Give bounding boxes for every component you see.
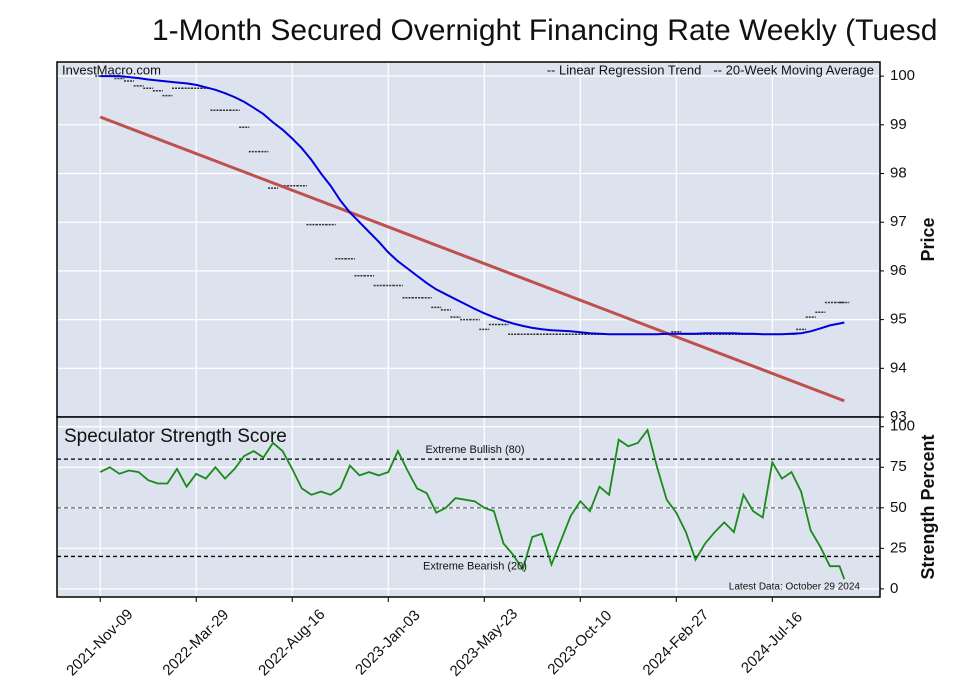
y-tick-label: 95 (890, 311, 907, 328)
x-tick-label: 2022-Mar-29 (159, 606, 232, 679)
y-tick-label: 96 (890, 262, 907, 279)
plot-layer (57, 417, 880, 597)
reference-label: Extreme Bearish (20) (423, 560, 527, 572)
y-tick-label: 75 (890, 458, 907, 475)
plot-area (57, 62, 880, 417)
y-tick-label: 100 (890, 418, 915, 435)
x-tick-label: 2023-Jan-03 (352, 607, 424, 679)
legend-entry: -- 20-Week Moving Average (713, 62, 874, 77)
reference-label: Extreme Bullish (80) (425, 444, 524, 456)
strength-line (99, 427, 846, 580)
x-tick-label: 2024-Jul-16 (738, 609, 806, 677)
series-line (100, 75, 845, 336)
legend-entry: -- Linear Regression Trend (547, 62, 702, 77)
annotation: Latest Data: October 29 2024 (729, 582, 861, 593)
plot-layer (57, 62, 880, 417)
plot-frame (56, 416, 881, 598)
y-tick-label: 97 (890, 213, 907, 230)
plot-area (57, 417, 880, 597)
y-tick-label: 98 (890, 164, 907, 181)
source: InvestMacro.com (62, 62, 161, 77)
y-axis-label: Price (918, 217, 938, 261)
y-tick-label: 25 (890, 539, 907, 556)
x-tick-label: 2023-Oct-10 (544, 607, 615, 678)
y-tick-label: 94 (890, 359, 907, 376)
y-axis-label: Strength Percent (918, 434, 938, 579)
chart-title: 1-Month Secured Overnight Financing Rate… (152, 14, 937, 47)
panel-title: Speculator Strength Score (64, 426, 287, 447)
y-tick-label: 99 (890, 116, 907, 133)
x-tick-label: 2021-Nov-09 (63, 606, 136, 679)
x-tick-label: 2024-Feb-27 (640, 606, 713, 679)
x-tick-label: 2023-May-23 (447, 605, 522, 680)
x-tick-label: 2022-Aug-16 (255, 606, 328, 679)
y-tick-label: 100 (890, 67, 915, 84)
y-tick-label: 50 (890, 499, 907, 516)
series-line (99, 115, 845, 403)
y-tick-label: 93 (890, 408, 907, 425)
y-tick-label: 0 (890, 580, 898, 597)
